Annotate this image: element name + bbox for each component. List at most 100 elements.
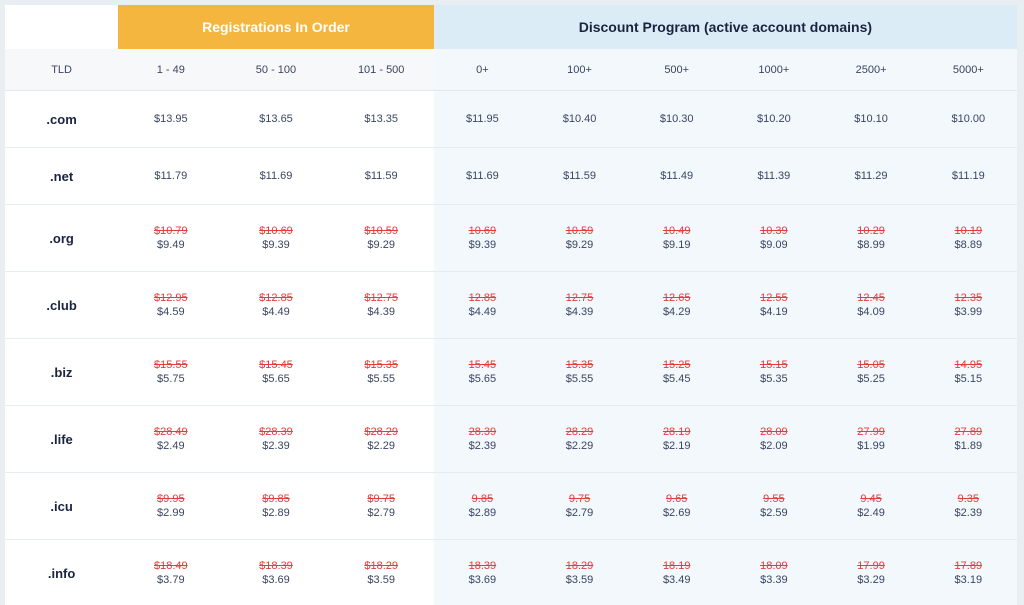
price-value: $2.29 (565, 440, 594, 452)
original-price: $15.45 (259, 359, 293, 371)
price-value: $3.29 (857, 574, 885, 586)
price-value: $5.35 (760, 373, 788, 385)
price-value: $11.79 (154, 170, 188, 182)
price-value: $9.39 (468, 239, 497, 251)
price-cell: 15.35 $5.55 (530, 338, 629, 406)
price-value: $4.49 (468, 306, 497, 318)
original-price: $12.95 (153, 292, 188, 304)
price-value: $3.39 (760, 574, 788, 586)
price-value: $9.29 (565, 239, 594, 251)
price-cell: $10.59 $9.29 (328, 204, 434, 272)
price-value: $11.29 (854, 170, 888, 182)
discount-program-header: Discount Program (active account domains… (433, 5, 1017, 49)
price-value: $2.29 (367, 440, 395, 452)
original-price: 9.65 (666, 493, 688, 505)
price-cell: $15.55 $5.75 (118, 338, 224, 406)
original-price: $18.39 (259, 560, 293, 572)
price-cell: $12.95 $4.59 (118, 271, 224, 339)
price-cell: $13.65 (223, 90, 329, 148)
price-value: $2.79 (367, 507, 395, 519)
tld-label: .biz (5, 338, 119, 406)
price-value: $10.40 (562, 113, 597, 125)
tier-header: 50 - 100 (223, 49, 329, 91)
price-value: $8.99 (857, 239, 885, 251)
table-row: .biz $15.55 $5.75 $15.45 $5.65 $15.35 $5.55 15.… (5, 338, 1017, 406)
price-value: $2.49 (857, 507, 885, 519)
price-value: $5.55 (565, 373, 594, 385)
price-cell: 18.19 $3.49 (628, 539, 726, 605)
original-price: 28.19 (662, 426, 691, 438)
price-value: $3.49 (662, 574, 691, 586)
price-cell: $28.49 $2.49 (118, 405, 224, 473)
price-cell: 17.89 $3.19 (919, 539, 1017, 605)
price-value: $2.89 (468, 507, 497, 519)
original-price: 27.99 (857, 426, 885, 438)
price-cell: 12.55 $4.19 (725, 271, 823, 339)
price-cell: 28.39 $2.39 (433, 405, 531, 473)
price-value: $3.69 (468, 574, 497, 586)
price-value: $5.55 (367, 373, 395, 385)
price-cell: $9.85 $2.89 (223, 472, 329, 540)
price-cell: $10.40 (530, 90, 629, 148)
original-price: 9.45 (860, 493, 882, 505)
price-cell: $10.10 (822, 90, 920, 148)
price-cell: $11.29 (822, 147, 920, 205)
price-value: $10.00 (951, 113, 986, 125)
price-cell: 28.29 $2.29 (530, 405, 629, 473)
price-value: $11.39 (757, 170, 791, 182)
price-cell: 12.85 $4.49 (433, 271, 531, 339)
price-value: $1.89 (954, 440, 983, 452)
pricing-table-container: Registrations In Order Discount Program … (5, 5, 1017, 605)
price-cell: 15.45 $5.65 (433, 338, 531, 406)
original-price: 10.49 (662, 225, 691, 237)
tld-label: .com (5, 90, 119, 148)
tier-header: 500+ (628, 49, 726, 91)
price-cell: 12.75 $4.39 (530, 271, 629, 339)
price-cell: 27.89 $1.89 (919, 405, 1017, 473)
price-value: $3.19 (954, 574, 983, 586)
price-cell: $13.95 (118, 90, 224, 148)
original-price: 15.25 (662, 359, 691, 371)
price-value: $5.15 (954, 373, 983, 385)
price-value: $2.39 (262, 440, 290, 452)
price-value: $1.99 (857, 440, 885, 452)
original-price: $28.49 (153, 426, 188, 438)
price-cell: 9.45 $2.49 (822, 472, 920, 540)
price-value: $2.89 (262, 507, 290, 519)
original-price: 27.89 (954, 426, 983, 438)
original-price: 18.39 (468, 560, 497, 572)
price-cell: $13.35 (328, 90, 434, 148)
header-empty-cell (5, 5, 119, 49)
original-price: 9.85 (471, 493, 494, 505)
price-value: $4.49 (262, 306, 290, 318)
original-price: 15.05 (857, 359, 885, 371)
price-cell: 18.39 $3.69 (433, 539, 531, 605)
original-price: $9.85 (262, 493, 290, 505)
price-cell: 9.35 $2.39 (919, 472, 1017, 540)
original-price: 12.75 (565, 292, 594, 304)
price-value: $3.59 (367, 574, 395, 586)
table-row: .icu $9.95 $2.99 $9.85 $2.89 $9.75 $2.79 9.85 $2… (5, 472, 1017, 540)
price-cell: 9.55 $2.59 (725, 472, 823, 540)
price-value: $11.49 (660, 170, 694, 182)
price-cell: $28.39 $2.39 (223, 405, 329, 473)
price-value: $2.19 (662, 440, 691, 452)
registrations-header: Registrations In Order (118, 5, 434, 49)
original-price: $15.35 (364, 359, 398, 371)
price-cell: $11.79 (118, 147, 224, 205)
price-value: $11.69 (465, 170, 499, 182)
price-cell: 18.09 $3.39 (725, 539, 823, 605)
price-cell: 12.65 $4.29 (628, 271, 726, 339)
original-price: $18.29 (364, 560, 398, 572)
price-value: $5.75 (157, 373, 185, 385)
price-cell: 17.99 $3.29 (822, 539, 920, 605)
price-cell: 10.19 $8.89 (919, 204, 1017, 272)
tld-label: .net (5, 147, 119, 205)
original-price: 12.65 (662, 292, 691, 304)
price-value: $9.29 (367, 239, 395, 251)
price-cell: 9.75 $2.79 (530, 472, 629, 540)
original-price: $10.69 (259, 225, 293, 237)
tld-label: .info (5, 539, 119, 605)
price-cell: $12.75 $4.39 (328, 271, 434, 339)
price-cell: $18.49 $3.79 (118, 539, 224, 605)
